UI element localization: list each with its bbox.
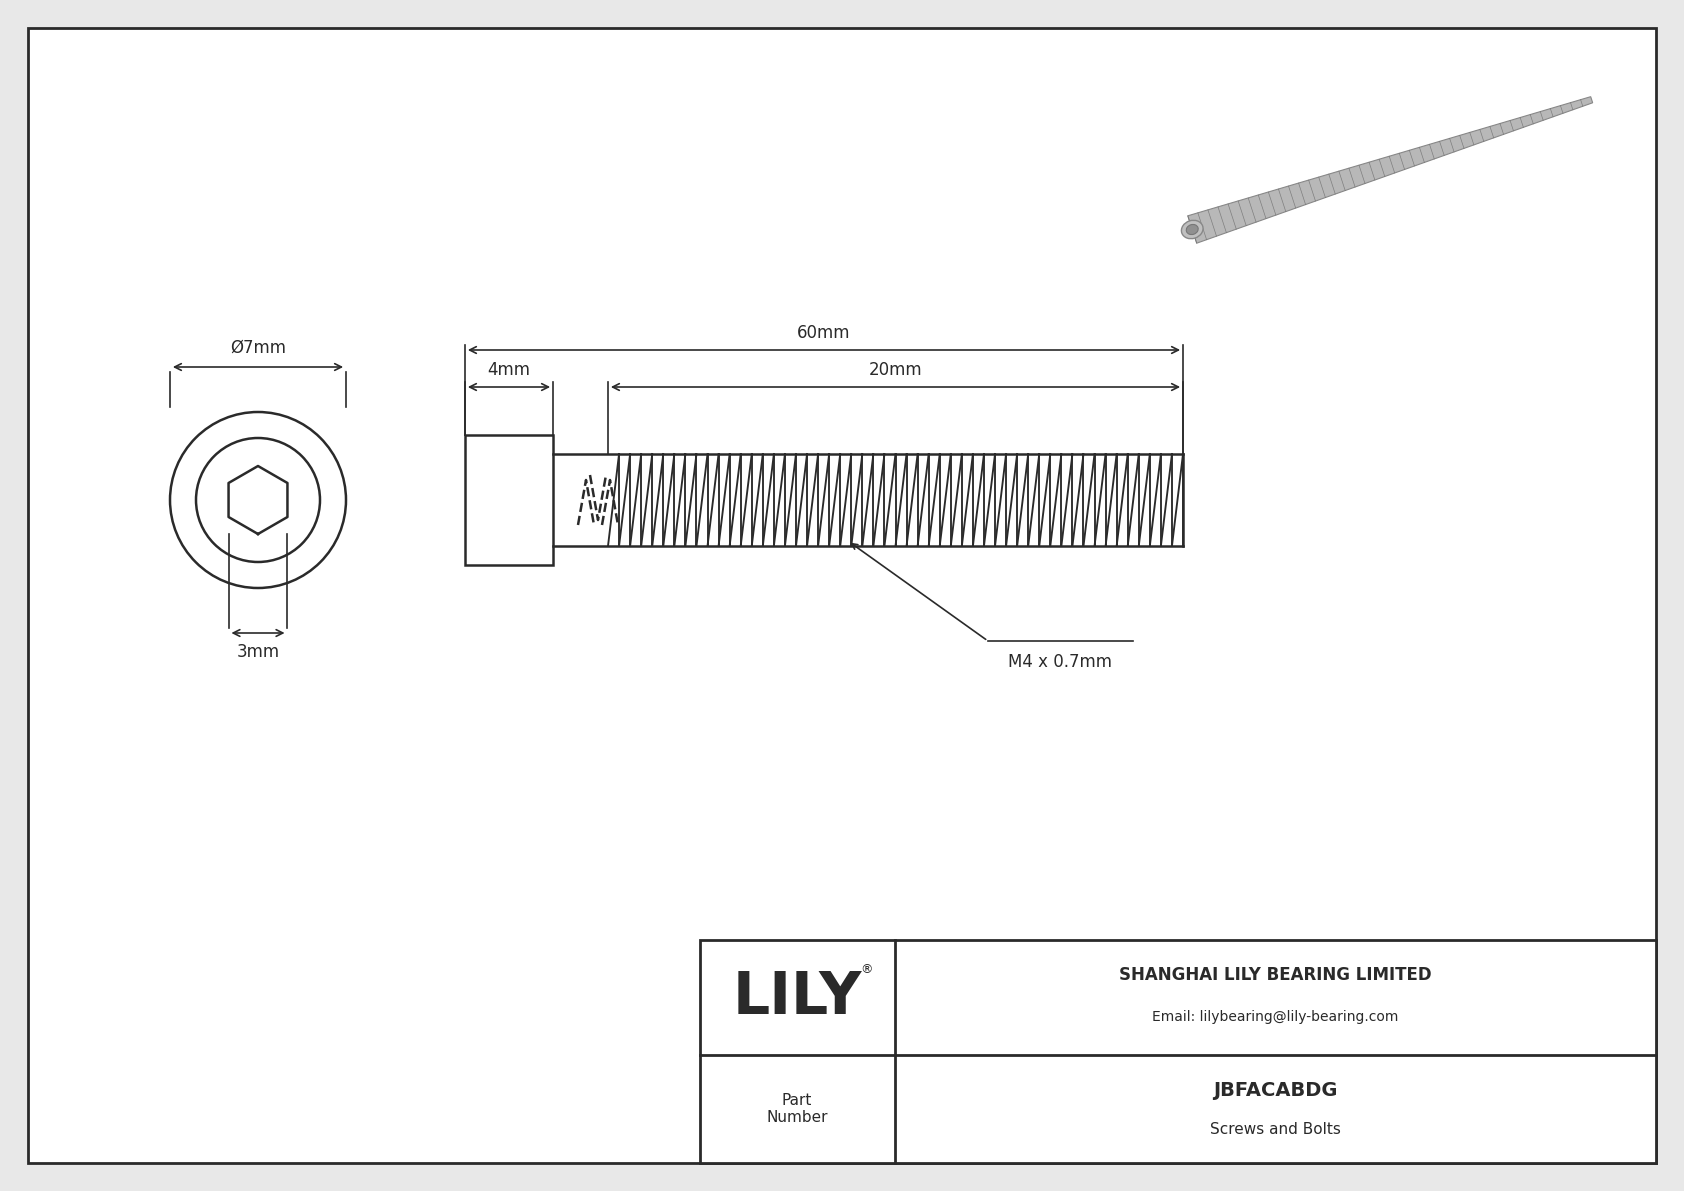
Text: 20mm: 20mm [869, 361, 923, 379]
Text: JBFACABDG: JBFACABDG [1212, 1081, 1337, 1100]
Text: M4 x 0.7mm: M4 x 0.7mm [1009, 653, 1111, 671]
Text: SHANGHAI LILY BEARING LIMITED: SHANGHAI LILY BEARING LIMITED [1120, 967, 1431, 985]
Text: ®: ® [861, 964, 874, 975]
Ellipse shape [1182, 220, 1202, 238]
Circle shape [170, 412, 345, 588]
Text: LILY: LILY [733, 969, 862, 1025]
Text: 4mm: 4mm [487, 361, 530, 379]
Text: 60mm: 60mm [797, 324, 850, 342]
Bar [701, 940, 1655, 1162]
Ellipse shape [1186, 224, 1199, 235]
Circle shape [195, 438, 320, 562]
Text: 3mm: 3mm [236, 643, 280, 661]
Polygon shape [1187, 96, 1593, 243]
Text: Part
Number: Part Number [766, 1093, 829, 1125]
Text: Screws and Bolts: Screws and Bolts [1211, 1122, 1340, 1136]
Text: Email: lilybearing@lily-bearing.com: Email: lilybearing@lily-bearing.com [1152, 1010, 1399, 1024]
Bar [465, 435, 552, 565]
Text: Ø7mm: Ø7mm [231, 339, 286, 357]
